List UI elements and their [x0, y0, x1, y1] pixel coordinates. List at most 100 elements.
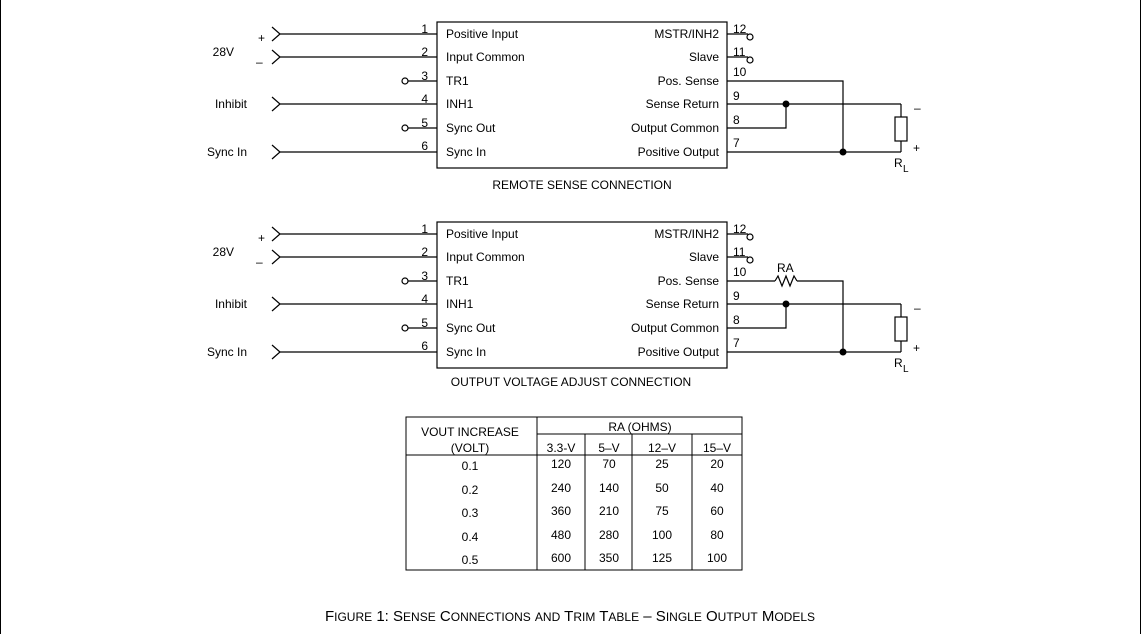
supply-plus-sign: + [258, 231, 265, 245]
pin-number: 8 [733, 313, 740, 327]
pin-number: 2 [421, 45, 428, 59]
pin-function-label: INH1 [446, 297, 474, 311]
table-cell-ra: 25 [655, 457, 669, 471]
pin-function-label: Sync Out [446, 121, 496, 135]
load-plus-sign: + [913, 141, 920, 155]
pin-function-label: Sync In [446, 145, 486, 159]
inhibit-signal-label: Inhibit [215, 297, 248, 311]
table-header-ra: RA (OHMS) [608, 420, 671, 434]
pin-function-label: Input Common [446, 50, 525, 64]
load-label-subscript: L [903, 364, 909, 375]
pin-function-label: INH1 [446, 97, 474, 111]
pin-number: 7 [733, 336, 740, 350]
pin-number: 9 [733, 89, 740, 103]
pin-function-label: Pos. Sense [658, 74, 720, 88]
load-resistor [894, 316, 908, 342]
pin-function-label: MSTR/INH2 [654, 27, 719, 41]
ra-resistor-label: RA [777, 261, 794, 275]
pin-number: 9 [733, 289, 740, 303]
load-minus-sign: – [914, 301, 921, 315]
table-column-header: 3.3-V [547, 441, 576, 455]
sync-in-signal-label: Sync In [207, 145, 247, 159]
load-label: R [894, 356, 903, 370]
table-cell-vout: 0.1 [462, 459, 479, 473]
supply-voltage-label: 28V [213, 45, 234, 59]
diagram-caption: OUTPUT VOLTAGE ADJUST CONNECTION [451, 375, 691, 389]
pin-function-label: Output Common [631, 321, 719, 335]
inhibit-signal-label: Inhibit [215, 97, 248, 111]
table-cell-vout: 0.5 [462, 553, 479, 567]
output-wires [727, 233, 908, 356]
trim-table-rows: 0.1 120 70 25 20 0.2 240 140 50 40 0.3 360 210 75 60 0.… [462, 457, 728, 567]
load-minus-sign: – [914, 101, 921, 115]
pin-number: 11 [733, 45, 746, 59]
pin-number: 1 [421, 222, 428, 236]
load-resistor [894, 116, 908, 142]
pin-number: 3 [421, 269, 428, 283]
pin-number: 12 [733, 22, 747, 36]
pin-number: 6 [421, 339, 428, 353]
converter-block [436, 21, 728, 169]
table-column-header: 15–V [703, 441, 731, 455]
table-header-vout: VOUT INCREASE [421, 425, 519, 439]
pin-function-label: MSTR/INH2 [654, 227, 719, 241]
table-cell-ra: 210 [599, 504, 619, 518]
pin-function-label: Positive Output [638, 345, 720, 359]
table-cell-ra: 350 [599, 551, 619, 565]
table-cell-vout: 0.4 [462, 530, 479, 544]
pin-number: 8 [733, 113, 740, 127]
pin-number: 6 [421, 139, 428, 153]
supply-minus-sign: – [256, 255, 263, 269]
pin-number: 4 [421, 292, 428, 306]
table-cell-ra: 140 [599, 481, 619, 495]
table-column-header: 5–V [598, 441, 619, 455]
pin-function-label: Input Common [446, 250, 525, 264]
pin-function-label: Sense Return [646, 297, 719, 311]
supply-voltage-label: 28V [213, 245, 234, 259]
load-plus-sign: + [913, 341, 920, 355]
figure-caption: FIGURE 1: SENSE CONNECTIONS AND TRIM TAB… [325, 608, 815, 625]
pin-function-label: Sync Out [446, 321, 496, 335]
diagram-caption: REMOTE SENSE CONNECTION [492, 178, 671, 192]
table-cell-ra: 280 [599, 528, 619, 542]
table-cell-ra: 100 [652, 528, 672, 542]
table-cell-ra: 60 [710, 504, 724, 518]
input-wires [271, 226, 437, 360]
pin-number: 4 [421, 92, 428, 106]
pin-number: 3 [421, 69, 428, 83]
table-cell-ra: 600 [551, 551, 571, 565]
pin-number: 10 [733, 65, 747, 79]
table-cell-vout: 0.2 [462, 483, 479, 497]
sync-in-signal-label: Sync In [207, 345, 247, 359]
converter-block [436, 221, 728, 369]
table-cell-vout: 0.3 [462, 506, 479, 520]
table-cell-ra: 50 [655, 481, 669, 495]
table-cell-ra: 20 [710, 457, 724, 471]
table-cell-ra: 40 [710, 481, 724, 495]
pin-number: 2 [421, 245, 428, 259]
trim-table: VOUT INCREASE (VOLT) RA (OHMS) 3.3-V 5–V… [405, 416, 743, 571]
pin-function-label: Positive Input [446, 27, 519, 41]
pin-function-label: Pos. Sense [658, 274, 720, 288]
table-cell-ra: 120 [551, 457, 571, 471]
table-cell-ra: 80 [710, 528, 724, 542]
table-cell-ra: 480 [551, 528, 571, 542]
table-cell-ra: 125 [652, 551, 672, 565]
table-header-vout-unit: (VOLT) [451, 441, 489, 455]
output-wires [727, 33, 908, 156]
output-adjust-diagram: 28V + – Inhibit Sync In 1 2 3 4 5 6 Posi… [207, 221, 921, 389]
load-label: R [894, 156, 903, 170]
table-cell-ra: 240 [551, 481, 571, 495]
pin-function-label: TR1 [446, 74, 469, 88]
pin-function-label: Sense Return [646, 97, 719, 111]
table-cell-ra: 360 [551, 504, 571, 518]
supply-plus-sign: + [258, 31, 265, 45]
table-cell-ra: 70 [602, 457, 616, 471]
remote-sense-diagram: 28V + – Inhibit Sync In 1 2 3 4 5 6 Posi… [207, 21, 921, 192]
pin-number: 11 [733, 245, 746, 259]
pin-function-label: Sync In [446, 345, 486, 359]
trim-resistor-ra [774, 274, 798, 288]
pin-number: 10 [733, 265, 747, 279]
pin-number: 1 [421, 22, 428, 36]
